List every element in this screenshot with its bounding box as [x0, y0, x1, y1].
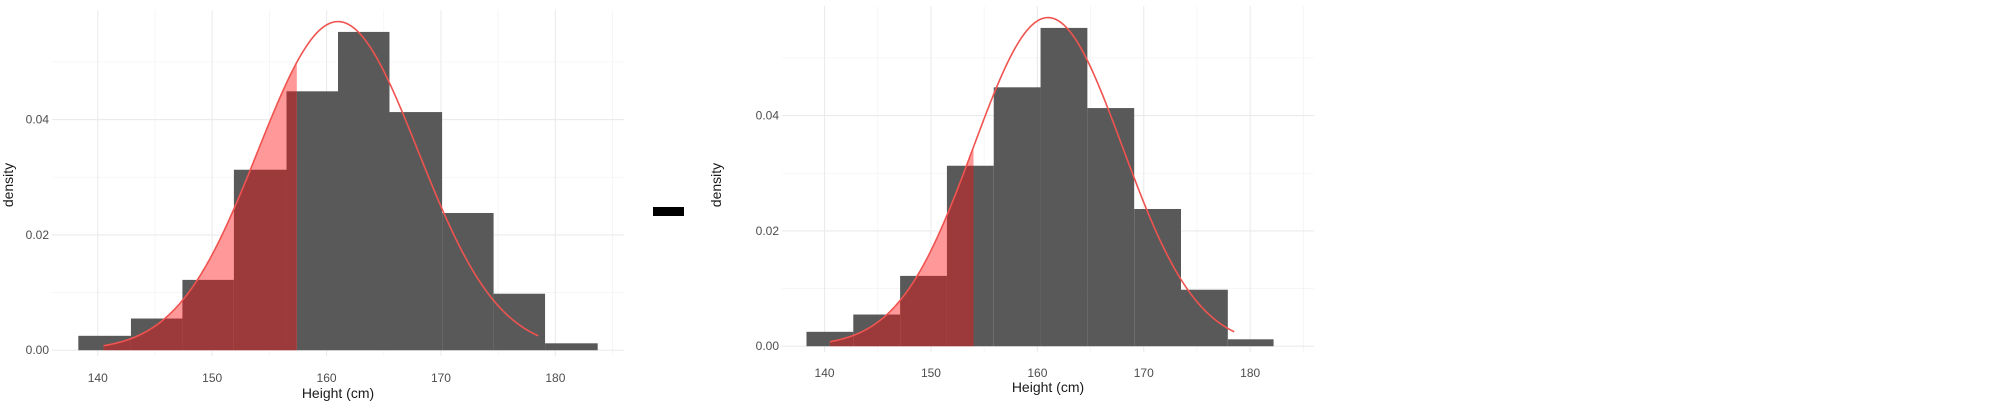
histogram-bar [1227, 339, 1274, 347]
normal-density-curve [829, 16, 1235, 343]
y-tick-label: 0.02 [26, 228, 50, 242]
shaded-bar-segment [286, 91, 297, 351]
x-tick-label: 180 [545, 371, 565, 385]
histogram-bar [338, 31, 390, 351]
normal-density-curve [103, 20, 539, 347]
x-tick-label: 150 [921, 366, 941, 380]
histogram-bar [442, 212, 494, 351]
x-tick-label: 140 [815, 366, 835, 380]
y-tick-label: 0.04 [756, 109, 780, 123]
y-tick-label: 0.04 [26, 113, 50, 127]
histogram-bar [993, 87, 1041, 347]
histogram-bar [1087, 108, 1135, 347]
y-axis-title: density [708, 163, 724, 207]
histogram-bar [1181, 289, 1228, 347]
y-tick-label: 0.02 [756, 224, 780, 238]
x-tick-label: 160 [317, 371, 337, 385]
histogram-bar [389, 112, 443, 351]
x-tick-label: 160 [1027, 366, 1047, 380]
shaded-bar-overlap [103, 91, 297, 351]
x-tick-label: 140 [88, 371, 108, 385]
y-tick-label: 0.00 [756, 339, 780, 353]
histogram-bars [78, 31, 598, 351]
minus-sign [653, 207, 684, 216]
y-axis-title: density [0, 163, 16, 207]
x-tick-label: 170 [431, 371, 451, 385]
histogram-panel-right: 140 150 160 170 180 0.00 0.02 0.04 Height (cm) de… [708, 6, 1314, 395]
histogram-bar [545, 343, 598, 351]
shaded-bar-segment [182, 279, 234, 351]
x-tick-label: 150 [202, 371, 222, 385]
histogram-panel-left: 140 150 160 170 180 0.00 0.02 0.04 Height (cm) de… [0, 10, 624, 401]
histogram-bar [1040, 27, 1088, 347]
x-tick-label: 180 [1240, 366, 1260, 380]
y-tick-label: 0.00 [26, 343, 50, 357]
x-axis-title: Height (cm) [302, 385, 374, 401]
histogram-bar [1134, 208, 1181, 347]
histogram-bars [806, 27, 1274, 347]
x-axis-title: Height (cm) [1012, 379, 1084, 395]
x-tick-label: 170 [1134, 366, 1154, 380]
shaded-bar-segment [233, 169, 287, 351]
histogram-bar [493, 293, 546, 351]
